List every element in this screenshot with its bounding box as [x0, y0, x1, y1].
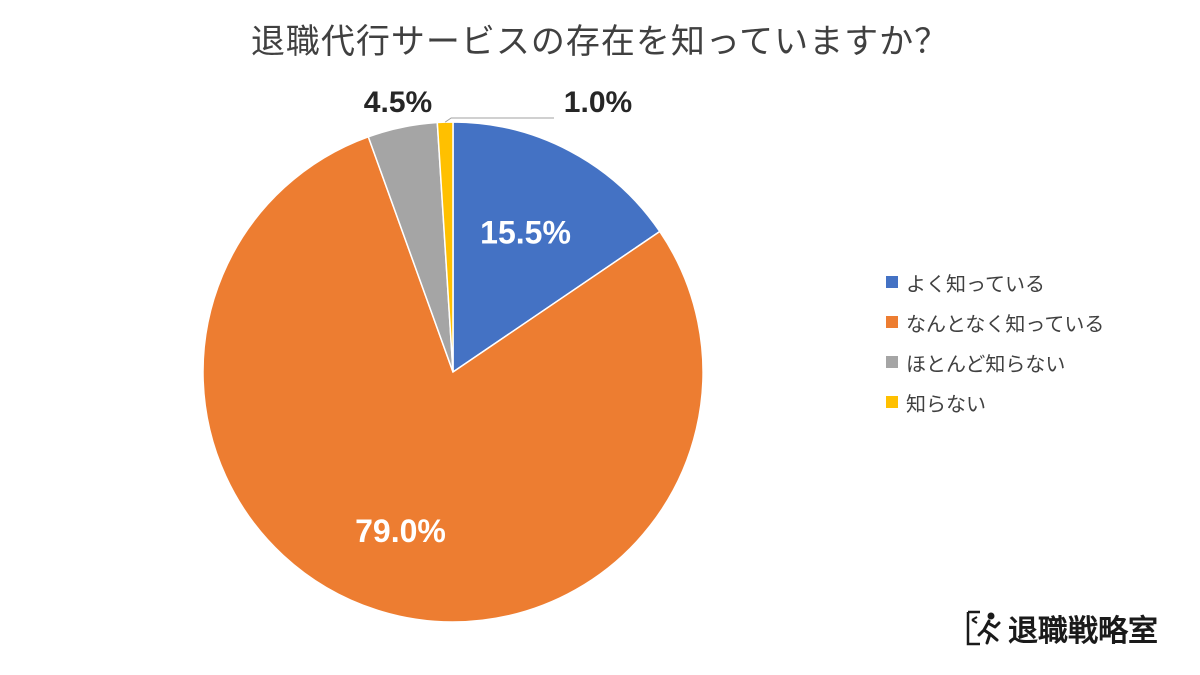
logo: 退職戦略室	[964, 606, 1158, 650]
legend-swatch	[886, 316, 898, 328]
legend-item: なんとなく知っている	[886, 302, 1104, 342]
leader-line	[444, 117, 554, 123]
legend: よく知っているなんとなく知っている ほとんど知らない 知らない	[886, 262, 1104, 422]
pie-slice	[202, 135, 704, 623]
legend-label: 知らない	[906, 391, 986, 416]
legend-label: よく知っている	[906, 271, 1045, 296]
legend-swatch	[886, 356, 898, 368]
pie-slice	[452, 121, 661, 374]
legend-item: ほとんど知らない	[886, 342, 1104, 382]
pie-slice	[436, 121, 454, 373]
data-label: 79.0%	[355, 513, 446, 549]
data-label: 1.0%	[564, 86, 632, 119]
data-label: 15.5%	[480, 214, 571, 250]
legend-item: 知らない	[886, 382, 1104, 422]
data-label: 4.5%	[364, 86, 432, 119]
legend-swatch	[886, 276, 898, 288]
logo-text: 退職戦略室	[1008, 614, 1158, 649]
running-exit-icon	[966, 610, 1001, 646]
chart-title: 退職代行サービスの存在を知っていますか？	[250, 22, 950, 62]
legend-swatch	[886, 396, 898, 408]
legend-item: よく知っている	[886, 262, 1104, 302]
legend-label: ほとんど知らない	[906, 351, 1066, 376]
legend-label: なんとなく知っている	[906, 311, 1105, 336]
